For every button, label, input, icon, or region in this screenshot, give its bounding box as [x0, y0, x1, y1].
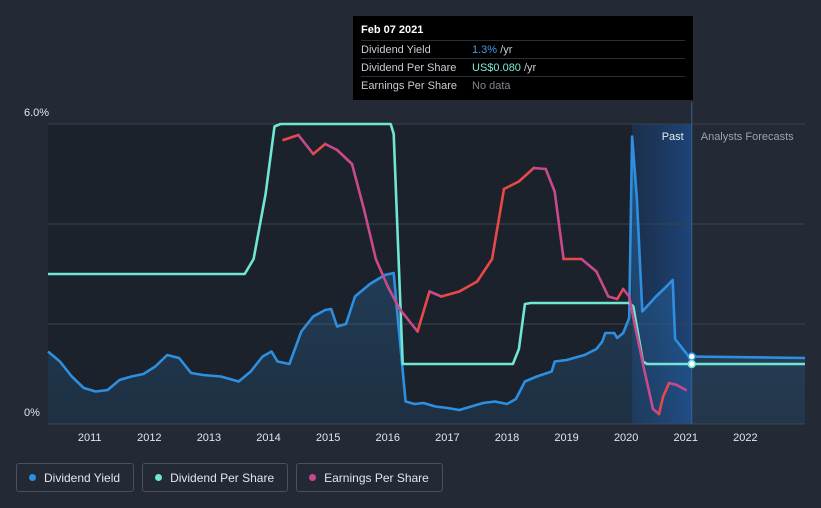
x-tick-label: 2019: [554, 432, 578, 444]
tooltip-date: Feb 07 2021: [361, 24, 424, 36]
tooltip-label: Earnings Per Share: [361, 79, 457, 92]
tooltip-row-dividend-yield: Dividend Yield 1.3% /yr: [361, 40, 685, 58]
legend-dot-icon: [29, 474, 36, 481]
eps-segment: [621, 287, 631, 298]
y-axis-label-bottom: 0%: [24, 407, 40, 419]
legend-earnings-per-share[interactable]: Earnings Per Share: [296, 463, 443, 492]
eps-segment: [335, 148, 354, 166]
eps-segment: [323, 142, 339, 152]
x-tick-label: 2016: [376, 432, 400, 444]
legend-dot-icon: [309, 474, 317, 481]
legend-label: Earnings Per Share: [324, 470, 429, 485]
x-tick-label: 2020: [614, 432, 638, 444]
tooltip-row-earnings-per-share: Earnings Per Share No data: [361, 76, 685, 94]
eps-segment: [502, 180, 521, 191]
eps-segment: [642, 367, 655, 411]
tooltip-suffix: /yr: [497, 43, 513, 56]
eps-segment: [297, 133, 315, 156]
y-axis-label-top: 6.0%: [24, 107, 49, 119]
tooltip-value-yield: 1.3%: [472, 43, 498, 56]
legend-dot-icon: [155, 474, 163, 481]
x-tick-label: 2017: [435, 432, 459, 444]
tooltip-row-dividend-per-share: Dividend Per Share US$0.080 /yr: [361, 58, 685, 76]
past-label: Past: [662, 131, 684, 143]
dividend-yield-line: [47, 135, 806, 412]
eps-segment: [374, 257, 390, 288]
eps-segment: [350, 162, 366, 211]
tooltip-label: Dividend Per Share: [361, 61, 457, 74]
eps-segment: [667, 381, 679, 387]
tooltip-value-eps: No data: [472, 79, 511, 92]
eps-segment: [544, 167, 556, 193]
eps-segment: [282, 133, 300, 142]
eps-segment: [517, 166, 536, 183]
eps-segment: [457, 280, 479, 293]
legend-label: Dividend Per Share: [170, 470, 275, 485]
eps-segment: [311, 142, 327, 156]
x-tick-label: 2018: [495, 432, 519, 444]
tooltip-value: US$0.080 /yr: [472, 62, 536, 74]
legend-label: Dividend Yield: [44, 470, 121, 485]
eps-segment: [398, 307, 419, 333]
eps-segment: [532, 166, 548, 171]
tooltip-value-dps: US$0.080: [472, 61, 521, 74]
dividend-per-share-line: [48, 122, 805, 366]
x-tick-label: 2021: [674, 432, 698, 444]
eps-segment: [490, 187, 506, 261]
tooltip-value: 1.3% /yr: [472, 44, 512, 56]
eps-segment: [661, 381, 671, 398]
eps-segment: [627, 295, 637, 328]
eps-segment: [595, 270, 610, 298]
x-tick-label: 2014: [256, 432, 280, 444]
x-tick-label: 2012: [137, 432, 161, 444]
x-axis-ticks: 2011 2012 2013 2014 2015 2016 2017 2018 2019 2020…: [78, 432, 758, 444]
eps-segment: [657, 395, 665, 416]
dividend-yield-marker: [687, 352, 696, 361]
forecast-label: Analysts Forecasts: [701, 131, 794, 143]
dividend-per-share-marker: [687, 359, 696, 369]
eps-segment: [416, 290, 431, 333]
eps-segment: [428, 290, 443, 298]
x-tick-label: 2013: [197, 432, 221, 444]
eps-segment: [580, 257, 598, 273]
eps-segment: [362, 207, 378, 261]
eps-segment: [440, 290, 461, 298]
eps-segment: [553, 190, 565, 261]
eps-segment: [606, 295, 619, 301]
earnings-per-share-line: [282, 133, 688, 416]
x-tick-label: 2015: [316, 432, 340, 444]
tooltip-value: No data: [472, 80, 511, 92]
eps-segment: [633, 325, 646, 371]
eps-segment: [386, 285, 401, 311]
legend-dividend-per-share[interactable]: Dividend Per Share: [142, 463, 289, 492]
eps-segment: [475, 257, 494, 283]
dividend-yield-area: [48, 136, 805, 424]
legend-dividend-yield[interactable]: Dividend Yield: [16, 463, 135, 492]
tooltip-label: Dividend Yield: [361, 43, 431, 56]
x-tick-label: 2022: [733, 432, 757, 444]
x-tick-label: 2011: [78, 432, 102, 444]
hover-tooltip: Feb 07 2021 Dividend Yield 1.3% /yr Divi…: [353, 16, 693, 100]
eps-segment: [615, 287, 625, 301]
chart-legend: Dividend Yield Dividend Per Share Earnin…: [16, 463, 443, 492]
tooltip-suffix: /yr: [520, 61, 537, 74]
eps-segment: [675, 383, 688, 392]
